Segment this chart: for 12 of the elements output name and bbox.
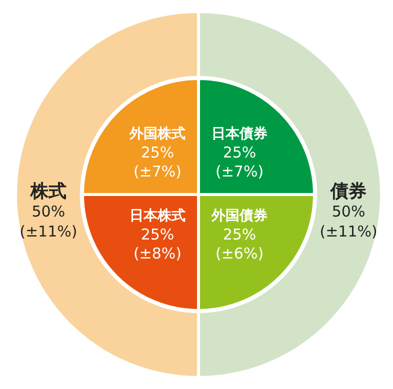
slice-label: 債券 (330, 181, 367, 202)
slice-label: 外国株式 (128, 126, 186, 142)
data-label: 25% (±8%) (133, 225, 182, 262)
slice-label: 日本株式 (129, 208, 186, 224)
data-label: 50% (±11%) (20, 202, 78, 240)
data-label: 50% (±11%) (320, 202, 378, 240)
slice-label: 日本債券 (212, 126, 268, 142)
slice-label: 株式 (29, 181, 66, 202)
data-label: 25% (±7%) (215, 143, 264, 180)
data-label: 25% (±6%) (215, 225, 264, 262)
data-label: 25% (±7%) (133, 143, 182, 180)
slice-label: 外国債券 (210, 208, 268, 224)
